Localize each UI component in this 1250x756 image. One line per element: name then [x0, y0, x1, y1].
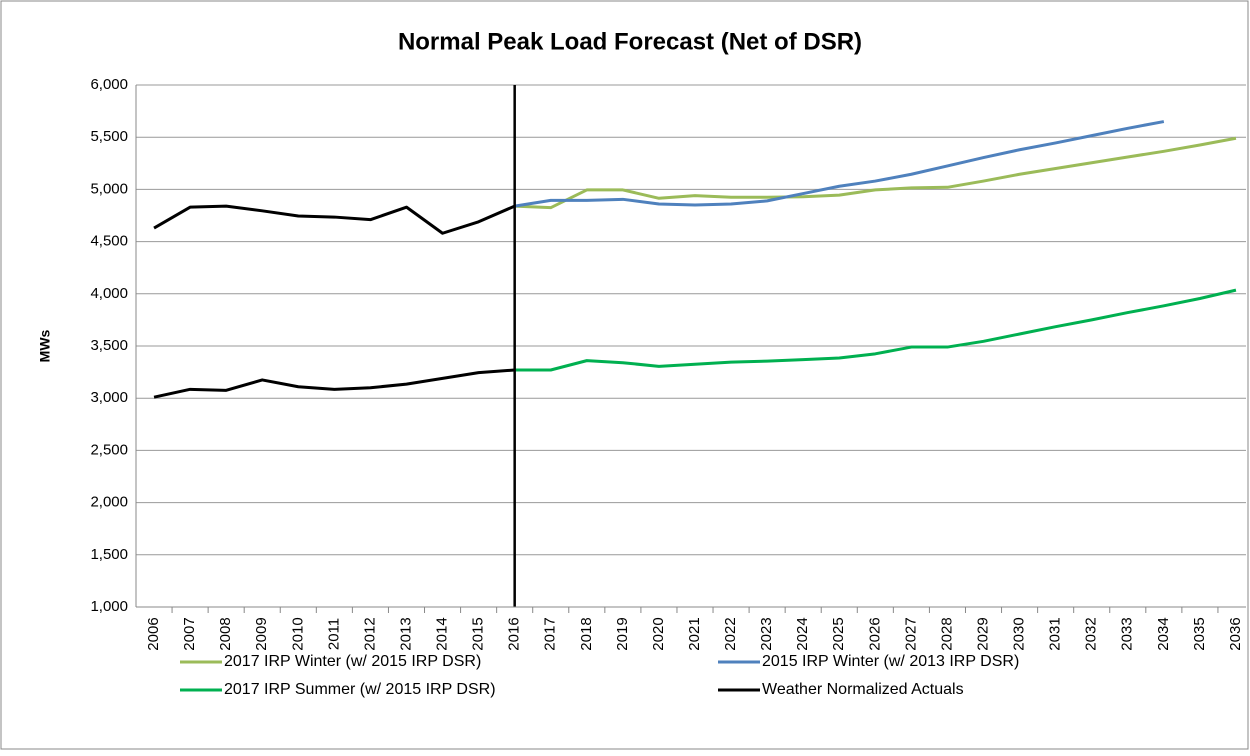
x-tick-label: 2022: [722, 617, 739, 650]
x-tick-label: 2020: [650, 617, 667, 650]
x-tick-label: 2013: [397, 617, 414, 650]
y-tick-label: 6,000: [90, 76, 128, 93]
y-axis-label: MWs: [37, 329, 53, 362]
y-tick-label: 5,000: [90, 180, 128, 197]
x-tick-label: 2028: [938, 617, 955, 650]
x-tick-label: 2032: [1083, 617, 1100, 650]
chart-title: Normal Peak Load Forecast (Net of DSR): [398, 28, 862, 55]
legend-label: 2017 IRP Winter (w/ 2015 IRP DSR): [224, 653, 481, 670]
legend-label: 2017 IRP Summer (w/ 2015 IRP DSR): [224, 681, 496, 698]
x-tick-label: 2019: [614, 617, 631, 650]
series-line: [153, 204, 516, 235]
x-tick-label: 2029: [974, 617, 991, 650]
x-tick-label: 2015: [470, 617, 487, 650]
x-tick-label: 2016: [506, 617, 523, 650]
x-tick-label: 2025: [830, 617, 847, 650]
y-tick-label: 5,500: [90, 128, 128, 145]
x-tick-label: 2033: [1119, 617, 1136, 650]
x-tick-label: 2036: [1227, 617, 1244, 650]
x-tick-label: 2008: [217, 617, 234, 650]
x-tick-label: 2011: [325, 618, 342, 650]
x-tick-label: 2007: [181, 617, 198, 650]
y-tick-label: 4,500: [90, 233, 128, 250]
x-tick-label: 2006: [145, 617, 162, 650]
y-tick-label: 2,500: [90, 441, 128, 458]
y-tick-label: 3,500: [90, 337, 128, 354]
series-line: [514, 136, 1237, 210]
x-tick-label: 2024: [794, 617, 811, 650]
x-tick-label: 2034: [1155, 617, 1172, 650]
y-tick-label: 3,000: [90, 389, 128, 406]
y-tick-label: 4,000: [90, 285, 128, 302]
y-tick-label: 2,000: [90, 494, 128, 511]
y-tick-label: 1,500: [90, 546, 128, 563]
x-tick-label: 2031: [1047, 617, 1064, 650]
x-tick-label: 2012: [361, 617, 378, 650]
series-line: [153, 368, 515, 399]
x-tick-label: 2030: [1011, 617, 1028, 650]
x-tick-label: 2010: [289, 617, 306, 650]
legend-label: Weather Normalized Actuals: [762, 681, 964, 698]
x-tick-label: 2017: [542, 617, 559, 650]
x-tick-label: 2009: [253, 617, 270, 650]
x-tick-label: 2021: [686, 617, 703, 650]
series-line: [514, 120, 1165, 208]
x-tick-label: 2035: [1191, 617, 1208, 650]
x-tick-label: 2023: [758, 617, 775, 650]
y-tick-label: 1,000: [90, 598, 128, 615]
series-line: [514, 288, 1237, 372]
x-tick-label: 2018: [578, 617, 595, 650]
x-tick-label: 2027: [902, 617, 919, 650]
x-tick-label: 2026: [866, 617, 883, 650]
x-tick-label: 2014: [434, 617, 451, 650]
legend-label: 2015 IRP Winter (w/ 2013 IRP DSR): [762, 653, 1019, 670]
